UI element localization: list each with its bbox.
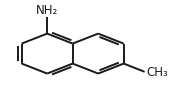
Text: NH₂: NH₂	[36, 4, 58, 17]
Text: CH₃: CH₃	[146, 66, 168, 79]
